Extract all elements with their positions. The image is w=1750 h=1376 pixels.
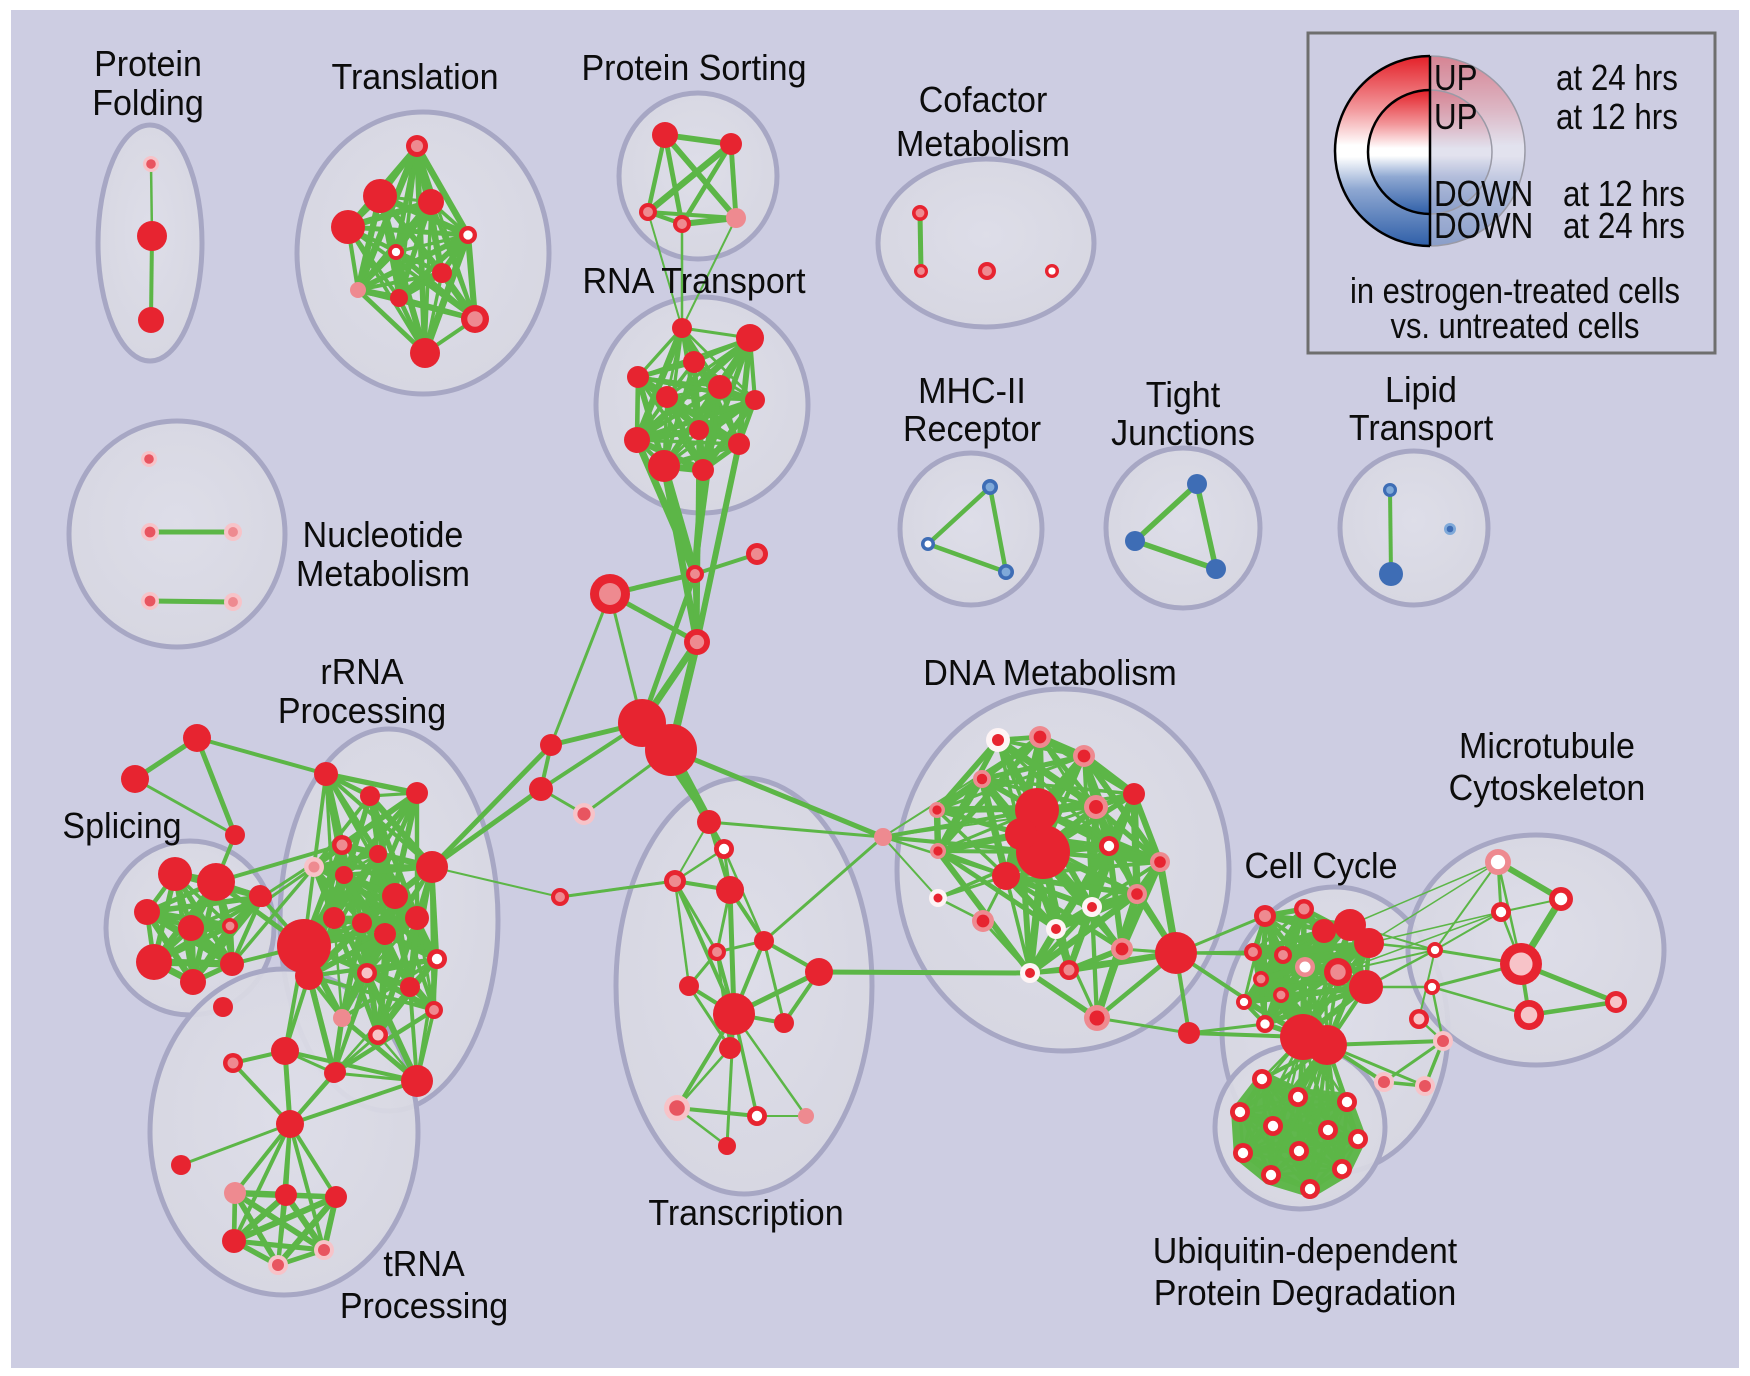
svg-text:Transport: Transport xyxy=(1349,407,1493,448)
svg-text:DNA Metabolism: DNA Metabolism xyxy=(923,652,1176,693)
svg-text:Lipid: Lipid xyxy=(1385,369,1457,410)
svg-text:UP: UP xyxy=(1434,96,1478,137)
svg-text:Protein Sorting: Protein Sorting xyxy=(582,47,807,88)
svg-text:DOWN: DOWN xyxy=(1434,173,1533,214)
svg-text:Ubiquitin-dependent: Ubiquitin-dependent xyxy=(1153,1230,1458,1271)
svg-text:rRNA: rRNA xyxy=(320,651,403,692)
svg-text:MHC-II: MHC-II xyxy=(918,370,1026,411)
svg-text:Splicing: Splicing xyxy=(62,805,181,846)
svg-text:Processing: Processing xyxy=(340,1285,508,1326)
svg-text:Translation: Translation xyxy=(331,56,498,97)
svg-text:Junctions: Junctions xyxy=(1111,412,1255,453)
svg-text:in estrogen-treated cells: in estrogen-treated cells xyxy=(1350,270,1680,311)
svg-text:Tight: Tight xyxy=(1146,374,1220,415)
svg-text:RNA Transport: RNA Transport xyxy=(582,260,805,301)
svg-text:Nucleotide: Nucleotide xyxy=(303,514,464,555)
svg-text:Metabolism: Metabolism xyxy=(896,123,1070,164)
svg-text:Microtubule: Microtubule xyxy=(1459,725,1635,766)
svg-text:at 12 hrs: at 12 hrs xyxy=(1556,96,1678,137)
svg-text:UP: UP xyxy=(1434,57,1478,98)
svg-text:Metabolism: Metabolism xyxy=(296,553,470,594)
svg-text:tRNA: tRNA xyxy=(383,1243,464,1284)
svg-text:Cofactor: Cofactor xyxy=(919,79,1048,120)
svg-text:at 24 hrs: at 24 hrs xyxy=(1563,205,1685,246)
svg-text:Processing: Processing xyxy=(278,690,446,731)
svg-text:Protein Degradation: Protein Degradation xyxy=(1154,1272,1457,1313)
svg-text:vs. untreated cells: vs. untreated cells xyxy=(1391,305,1640,346)
svg-text:at 12 hrs: at 12 hrs xyxy=(1563,173,1685,214)
svg-text:Receptor: Receptor xyxy=(903,408,1041,449)
svg-text:DOWN: DOWN xyxy=(1434,205,1533,246)
svg-text:at 24 hrs: at 24 hrs xyxy=(1556,57,1678,98)
svg-text:Cell Cycle: Cell Cycle xyxy=(1244,845,1397,886)
svg-text:Transcription: Transcription xyxy=(648,1192,843,1233)
svg-text:Protein: Protein xyxy=(94,43,202,84)
svg-text:Folding: Folding xyxy=(92,82,204,123)
svg-text:Cytoskeleton: Cytoskeleton xyxy=(1449,767,1646,808)
